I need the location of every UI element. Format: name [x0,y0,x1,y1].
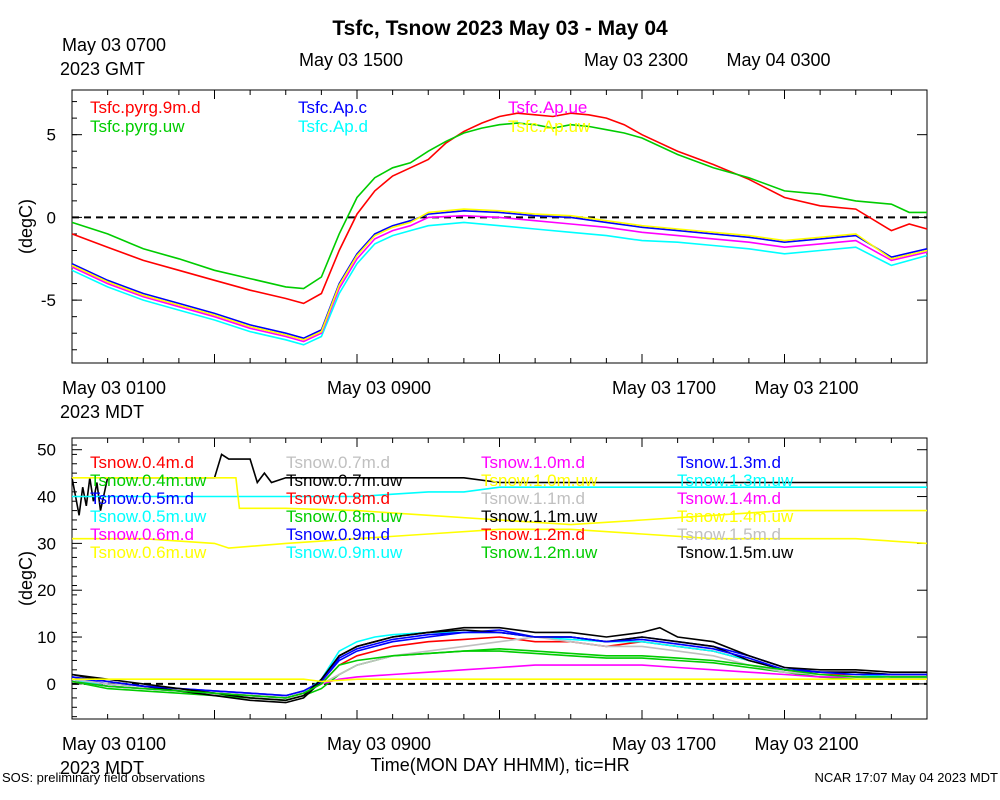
y-axis-label-0: (degC) [16,199,36,254]
x-axis-label: Time(MON DAY HHMM), tic=HR [370,755,629,775]
legend-Tsnow.1.0m.uw: Tsnow.1.0m.uw [481,471,598,490]
legend-Tsnow.1.1m.uw: Tsnow.1.1m.uw [481,507,598,526]
series-line-Tsfc.Ap.ue [71,214,928,343]
y-tick-label: 5 [47,126,56,145]
legend-Tsnow.0.9m.uw: Tsnow.0.9m.uw [286,543,403,562]
legend-Tsnow.1.0m.d: Tsnow.1.0m.d [481,453,585,472]
gmt-tick-label: May 04 0300 [727,50,831,70]
legend-Tsnow.0.4m.d: Tsnow.0.4m.d [90,453,194,472]
gmt-tick-label: May 03 2300 [584,50,688,70]
y-tick-label: 0 [47,208,56,227]
gmt-tick-label: May 03 1500 [299,50,403,70]
legend-Tsnow.0.7m.uw: Tsnow.0.7m.uw [286,471,403,490]
series-line-Tsnow.1.3m.uw [72,486,927,498]
series-line-Tsfc.Ap.uw [71,208,928,341]
legend-Tsnow.1.4m.uw: Tsnow.1.4m.uw [677,507,794,526]
mdt-sublabel: 2023 MDT [60,758,144,778]
mdt-tick-label: May 03 1700 [612,378,716,398]
legend-Tsnow.1.5m.d: Tsnow.1.5m.d [677,525,781,544]
y-tick-label: 40 [37,488,56,507]
series-line-Tsnow.1.1m.uw [71,626,927,702]
series-line-Tsnow.1.5m.uw [71,453,927,516]
legend-Tsnow.1.2m.d: Tsnow.1.2m.d [481,525,585,544]
legend-Tsnow.0.6m.uw: Tsnow.0.6m.uw [90,543,207,562]
gmt-sublabel: 2023 GMT [60,59,145,79]
series-line-Tsfc.Ap.d [71,221,928,346]
mdt-tick-label: May 03 1700 [612,734,716,754]
y-tick-label: 10 [37,628,56,647]
legend-Tsnow.0.5m.uw: Tsnow.0.5m.uw [90,507,207,526]
footer-right: NCAR 17:07 May 04 2023 MDT [814,770,998,785]
legend-Tsnow.0.5m.d: Tsnow.0.5m.d [90,489,194,508]
legend-Tsfc.pyrg.9m.d: Tsfc.pyrg.9m.d [90,98,201,117]
y-tick-label: 30 [37,534,56,553]
legend-Tsnow.1.3m.uw: Tsnow.1.3m.uw [677,471,794,490]
y-axis-label-1: (degC) [16,551,36,606]
series-line-Tsnow.0.9m.d [71,631,927,697]
legend-Tsnow.1.5m.uw: Tsnow.1.5m.uw [677,543,794,562]
mdt-tick-label: May 03 2100 [755,378,859,398]
legend-Tsnow.0.4m.uw: Tsnow.0.4m.uw [90,471,207,490]
chart-title: Tsfc, Tsnow 2023 May 03 - May 04 [332,17,668,40]
series-line-Tsfc.Ap.c [71,209,928,340]
series-line-Tsnow.1.0m.uw [72,678,927,683]
legend-Tsnow.1.4m.d: Tsnow.1.4m.d [677,489,781,508]
legend-Tsnow.1.1m.d: Tsnow.1.1m.d [481,489,585,508]
legend-Tsnow.0.9m.d: Tsnow.0.9m.d [286,525,390,544]
series-line-Tsnow.0.5m.d [71,629,927,697]
series-line-Tsnow.1.2m.uw [71,647,927,699]
series-line-Tsnow.0.7m.d [71,636,927,697]
legend-Tsnow.1.2m.uw: Tsnow.1.2m.uw [481,543,598,562]
y-tick-label: 20 [37,581,56,600]
mdt-tick-label: May 03 0100 [62,378,166,398]
legend-Tsfc.Ap.ue: Tsfc.Ap.ue [508,98,587,117]
legend-Tsnow.0.6m.d: Tsnow.0.6m.d [90,525,194,544]
legend-Tsnow.0.8m.uw: Tsnow.0.8m.uw [286,507,403,526]
legend-Tsfc.Ap.c: Tsfc.Ap.c [298,98,367,117]
gmt-tick-label: May 03 0700 [62,35,166,55]
mdt-tick-label: May 03 0900 [327,378,431,398]
series-line-Tsfc.pyrg.9m.d [71,112,928,305]
legend-Tsfc.Ap.uw: Tsfc.Ap.uw [508,117,591,136]
y-tick-label: 50 [37,441,56,460]
series-line-Tsfc.pyrg.uw [71,122,927,290]
series-line-Tsnow.1.4m.uw [72,476,927,526]
y-tick-label: -5 [41,291,56,310]
mdt-tick-label: May 03 0900 [327,734,431,754]
series-line-Tsnow.0.6m.uw [72,528,928,549]
mdt-tick-label: May 03 2100 [755,734,859,754]
footer-left: SOS: preliminary field observations [2,770,206,785]
mdt-tick-label: May 03 0100 [62,734,166,754]
legend-Tsnow.0.7m.d: Tsnow.0.7m.d [286,453,390,472]
legend-Tsfc.pyrg.uw: Tsfc.pyrg.uw [90,117,185,136]
mdt-sublabel: 2023 MDT [60,402,144,422]
legend-Tsfc.Ap.d: Tsfc.Ap.d [298,117,368,136]
legend-Tsnow.1.3m.d: Tsnow.1.3m.d [677,453,781,472]
legend-Tsnow.0.8m.d: Tsnow.0.8m.d [286,489,390,508]
y-tick-label: 0 [47,675,56,694]
series-line-Tsnow.0.7m.uw [71,629,927,704]
